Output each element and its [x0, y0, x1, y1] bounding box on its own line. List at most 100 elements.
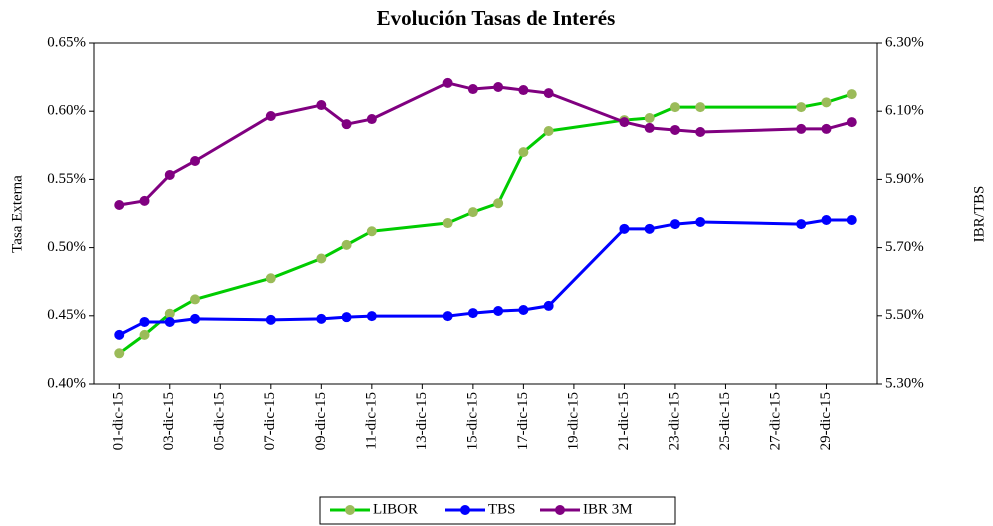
- series-marker: [442, 77, 453, 88]
- y-tick-label: 0.50%: [47, 239, 86, 255]
- series-marker: [190, 155, 201, 166]
- series-marker: [366, 226, 377, 237]
- series-marker: [114, 348, 125, 359]
- series-marker: [846, 214, 857, 225]
- legend-label: LIBOR: [373, 501, 418, 517]
- series-marker: [139, 329, 150, 340]
- x-tick-label: 19-dic-15: [565, 392, 581, 450]
- x-tick-label: 25-dic-15: [717, 392, 733, 450]
- series-marker: [114, 329, 125, 340]
- y2-tick-label: 5.70%: [885, 239, 924, 255]
- y-tick-label: 0.40%: [47, 375, 86, 391]
- series-marker: [139, 195, 150, 206]
- series-marker: [341, 239, 352, 250]
- legend-marker: [555, 505, 565, 515]
- series-marker: [366, 114, 377, 125]
- series-marker: [821, 123, 832, 134]
- series-marker: [821, 214, 832, 225]
- series-marker: [493, 306, 504, 317]
- chart-title: Evolución Tasas de Interés: [377, 6, 616, 30]
- series-marker: [114, 199, 125, 210]
- series-marker: [139, 316, 150, 327]
- y-tick-label: 0.60%: [47, 103, 86, 119]
- series-marker: [316, 100, 327, 111]
- series-marker: [669, 102, 680, 113]
- series-marker: [265, 273, 276, 284]
- x-tick-label: 17-dic-15: [515, 392, 531, 450]
- series-marker: [518, 85, 529, 96]
- x-tick-label: 23-dic-15: [666, 392, 682, 450]
- y2-axis-label: IBR/TBS: [971, 186, 987, 243]
- y-axis-label: Tasa Externa: [9, 175, 25, 253]
- series-marker: [164, 308, 175, 319]
- series-line: [118, 218, 852, 337]
- x-tick-label: 07-dic-15: [262, 392, 278, 450]
- legend-box: [319, 496, 676, 525]
- series-marker: [695, 102, 706, 113]
- series-marker: [518, 305, 529, 316]
- series-marker: [644, 223, 655, 234]
- series-marker: [543, 88, 554, 99]
- series-marker: [543, 125, 554, 136]
- series-marker: [846, 89, 857, 100]
- series-marker: [442, 311, 453, 322]
- series-marker: [695, 127, 706, 138]
- x-tick-label: 13-dic-15: [414, 392, 430, 450]
- x-tick-label: 05-dic-15: [212, 392, 228, 450]
- y-tick-label: 0.55%: [47, 171, 86, 187]
- series-marker: [796, 123, 807, 134]
- legend-marker: [460, 505, 470, 515]
- series-marker: [366, 311, 377, 322]
- series-marker: [644, 113, 655, 124]
- series-marker: [644, 122, 655, 133]
- y-tick-label: 0.65%: [47, 34, 86, 50]
- y2-tick-label: 6.30%: [885, 34, 924, 50]
- series-marker: [467, 207, 478, 218]
- series-marker: [265, 110, 276, 121]
- x-tick-label: 27-dic-15: [767, 392, 783, 450]
- series-marker: [493, 198, 504, 209]
- series-marker: [518, 147, 529, 158]
- series-marker: [341, 119, 352, 130]
- series-marker: [619, 117, 630, 128]
- series-marker: [619, 223, 630, 234]
- series-marker: [669, 124, 680, 135]
- y2-tick-label: 6.10%: [885, 103, 924, 119]
- series-line: [119, 81, 853, 207]
- series-marker: [164, 316, 175, 327]
- series-marker: [695, 217, 706, 228]
- series-marker: [442, 218, 453, 229]
- series-marker: [265, 314, 276, 325]
- series-marker: [821, 97, 832, 108]
- x-tick-label: 29-dic-15: [818, 392, 834, 450]
- series-marker: [190, 294, 201, 305]
- x-tick-label: 09-dic-15: [313, 392, 329, 450]
- series-marker: [341, 312, 352, 323]
- series-marker: [190, 313, 201, 324]
- series-marker: [164, 169, 175, 180]
- series-marker: [796, 102, 807, 113]
- legend-label: IBR 3M: [583, 501, 633, 517]
- y-tick-label: 0.45%: [47, 307, 86, 323]
- series-marker: [669, 219, 680, 230]
- series-marker: [796, 219, 807, 230]
- y2-tick-label: 5.30%: [885, 375, 924, 391]
- legend-marker: [345, 505, 355, 515]
- legend-label: TBS: [488, 501, 516, 517]
- y2-tick-label: 5.50%: [885, 307, 924, 323]
- series-marker: [316, 313, 327, 324]
- x-tick-label: 01-dic-15: [111, 392, 127, 450]
- series-marker: [467, 308, 478, 319]
- series-marker: [467, 84, 478, 95]
- plot-frame: [93, 42, 878, 385]
- x-tick-label: 21-dic-15: [616, 392, 632, 450]
- series-marker: [543, 300, 554, 311]
- series-marker: [846, 117, 857, 128]
- x-tick-label: 15-dic-15: [464, 392, 480, 450]
- y2-tick-label: 5.90%: [885, 171, 924, 187]
- series-marker: [316, 253, 327, 264]
- series-marker: [493, 81, 504, 92]
- x-tick-label: 11-dic-15: [363, 392, 379, 450]
- x-tick-label: 03-dic-15: [161, 392, 177, 450]
